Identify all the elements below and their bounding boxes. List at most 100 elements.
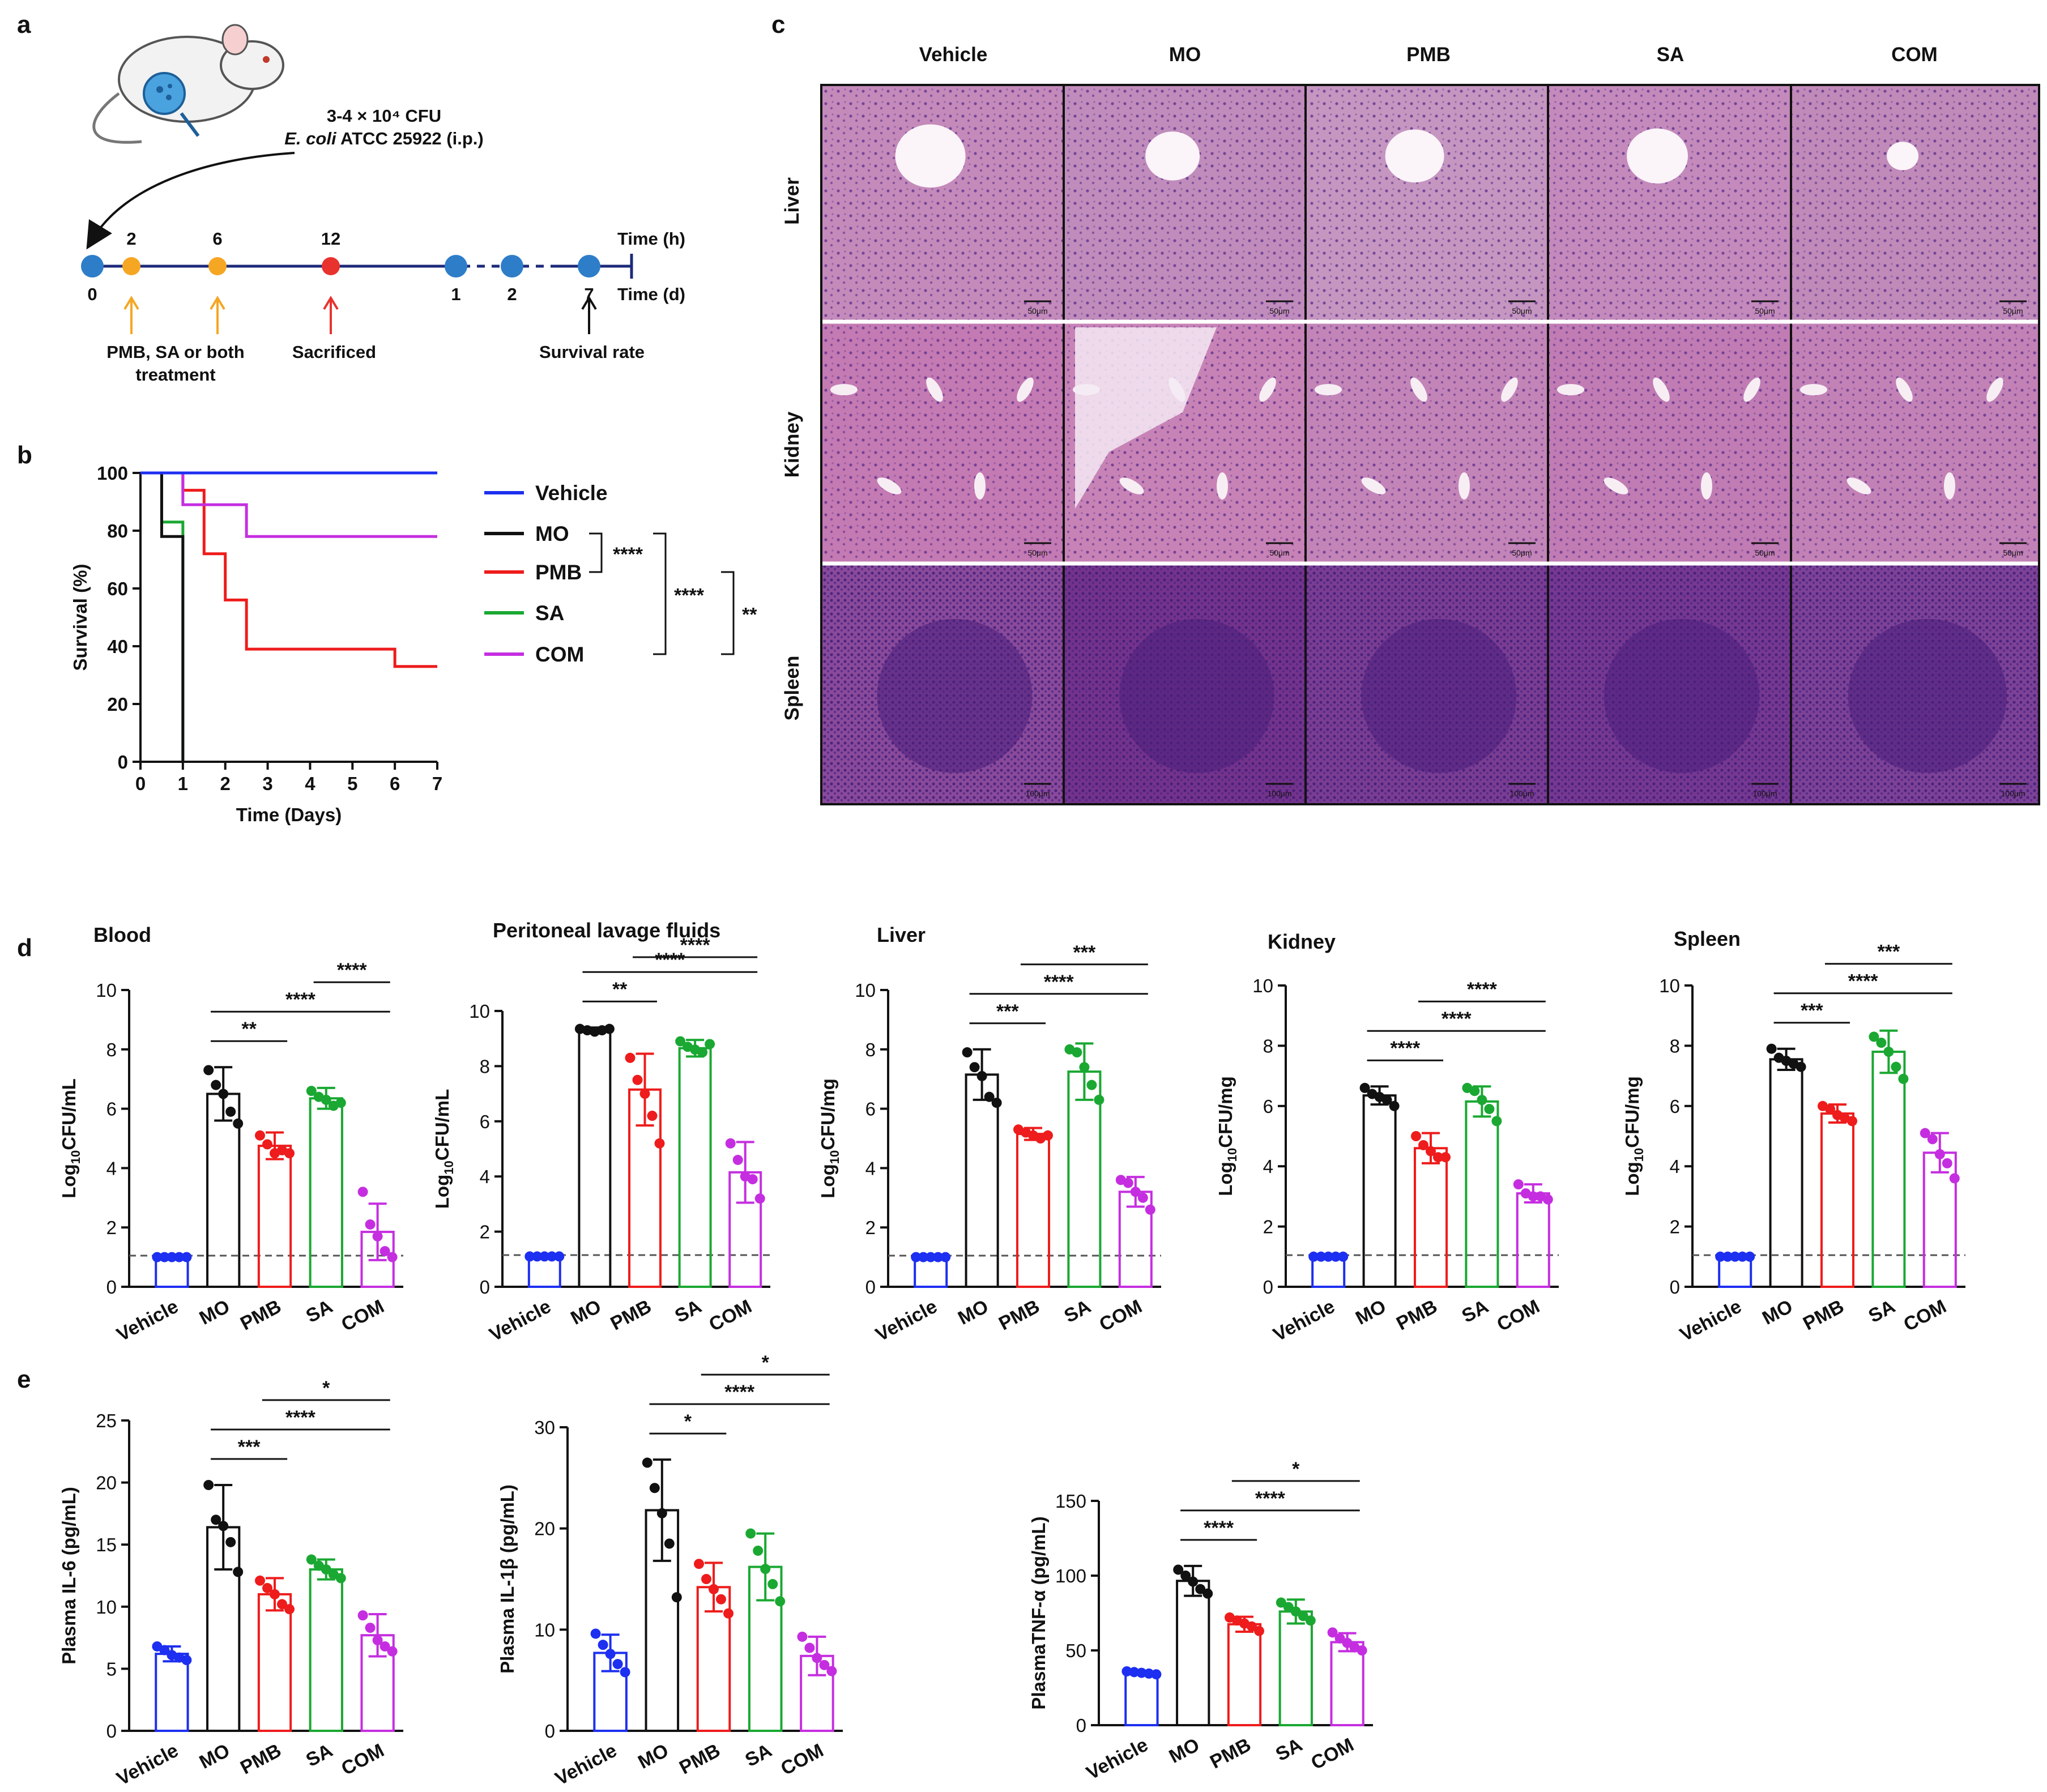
histology-tiles: 50μm 50μm 50μm 50μm 50μm 50μm 50μm 50μm 50μm 50μm…	[820, 84, 2040, 805]
data-point-mo	[1195, 1584, 1206, 1594]
tubule-lumen	[1315, 384, 1342, 395]
data-point-mo	[225, 1537, 236, 1547]
panel-label-d: d	[17, 934, 32, 962]
sig-bracket-mo-pmb-label: ****	[613, 544, 643, 565]
data-point-mo	[649, 1483, 660, 1494]
data-point-pmb	[1825, 1104, 1835, 1115]
tubule-lumen	[1896, 377, 1913, 402]
data-point-vehicle	[1121, 1666, 1132, 1676]
data-point-com	[387, 1252, 398, 1262]
y-tick-label: 4	[106, 1158, 117, 1179]
scale-bar-label: 50μm	[1027, 306, 1047, 315]
x-tick-label-pmb: PMB	[237, 1740, 285, 1779]
y-tick-label: 10	[96, 980, 117, 1001]
legend-label-vehicle: Vehicle	[535, 481, 608, 505]
data-point-mo	[1381, 1095, 1392, 1106]
significance-label: ****	[1204, 1517, 1234, 1539]
data-point-sa	[675, 1036, 686, 1047]
data-point-com	[819, 1659, 830, 1670]
x-tick-label-vehicle: Vehicle	[113, 1740, 182, 1790]
data-point-com	[1927, 1134, 1938, 1145]
data-point-mo	[218, 1521, 229, 1531]
scale-bar-label: 50μm	[1269, 548, 1289, 557]
tubule-lumen	[1361, 477, 1386, 494]
infection-species: E. coli	[284, 129, 337, 148]
legend-label-sa: SA	[535, 601, 564, 625]
tissue-texture	[1306, 322, 1548, 564]
white-pulp	[1604, 618, 1760, 773]
survival-y-tick-label: 40	[107, 636, 128, 657]
tubule-lumen	[1017, 377, 1034, 402]
data-point-pmb	[1440, 1152, 1451, 1163]
bar-com	[1330, 1641, 1364, 1726]
data-point-com	[1949, 1173, 1960, 1184]
tubule-lumen	[1119, 477, 1144, 494]
x-tick-label-vehicle: Vehicle	[113, 1296, 182, 1346]
x-tick-label-mo: MO	[634, 1740, 672, 1773]
x-tick-label-sa: SA	[302, 1740, 336, 1772]
scale-bar-label: 100μm	[1025, 789, 1050, 798]
data-point-sa	[705, 1039, 715, 1049]
significance-label: ***	[238, 1436, 261, 1458]
y-axis-label: Plasma IL-1β (pg/mL)	[497, 1484, 518, 1674]
row-label-liver: Liver	[781, 177, 803, 225]
data-point-pmb	[262, 1582, 272, 1593]
significance-label: ***	[1878, 941, 1900, 963]
y-label-subscript: 10	[828, 1150, 842, 1164]
data-point-sa	[775, 1596, 786, 1607]
y-tick-label: 6	[865, 1099, 876, 1120]
data-point-vehicle	[1151, 1669, 1162, 1680]
data-point-vehicle	[539, 1251, 550, 1262]
x-tick-label-mo: MO	[1166, 1734, 1203, 1768]
data-point-vehicle	[1730, 1251, 1741, 1262]
y-tick-label: 8	[1263, 1035, 1273, 1056]
x-tick-label-com: COM	[1900, 1296, 1950, 1336]
data-point-sa	[745, 1528, 756, 1539]
significance-label: *	[762, 1352, 770, 1373]
tubule-lumen	[1459, 472, 1470, 500]
data-point-pmb	[701, 1574, 711, 1584]
significance-label: ****	[1044, 971, 1074, 993]
data-point-com	[365, 1623, 376, 1633]
survival-rate-label: Survival rate	[539, 342, 645, 362]
data-point-mo	[656, 1508, 667, 1518]
data-point-pmb	[284, 1148, 295, 1159]
tissue-damage-region	[1075, 327, 1217, 509]
timeline-day-0	[81, 255, 104, 278]
white-pulp	[1848, 618, 2007, 773]
data-point-sa	[1891, 1061, 1901, 1072]
significance-label: ***	[996, 1001, 1019, 1022]
data-point-com	[725, 1138, 736, 1149]
bar-vehicle	[1124, 1671, 1159, 1727]
data-point-vehicle	[524, 1251, 535, 1262]
bar-pmb	[257, 1145, 292, 1288]
x-tick-label-pmb: PMB	[607, 1296, 655, 1335]
chart-title: Spleen	[1674, 927, 1741, 950]
survival-x-tick-label: 3	[262, 773, 272, 794]
data-point-mo	[642, 1457, 653, 1468]
x-tick-label-vehicle: Vehicle	[486, 1296, 555, 1346]
y-label-part: CFU/mg	[817, 1078, 838, 1150]
bar-pmb	[1820, 1112, 1855, 1288]
data-point-vehicle	[152, 1252, 163, 1262]
data-point-sa	[321, 1094, 331, 1105]
survival-x-tick-label: 5	[347, 773, 357, 794]
data-point-pmb	[1433, 1152, 1443, 1163]
y-tick-label: 150	[1055, 1491, 1086, 1512]
x-tick-label-pmb: PMB	[995, 1296, 1043, 1335]
tissue-texture	[821, 322, 1064, 564]
significance-label: ****	[724, 1381, 755, 1403]
data-point-sa	[306, 1554, 317, 1565]
white-pulp	[1119, 618, 1274, 773]
data-point-mo	[604, 1023, 615, 1034]
survival-chart: 0 20 40 60 80 100 0 1 2 3 4 5 6 7 Time (Days) Survival …	[70, 463, 757, 825]
data-point-pmb	[255, 1130, 265, 1141]
data-point-com	[372, 1635, 383, 1645]
data-point-pmb	[1043, 1130, 1053, 1141]
tissue-texture	[1791, 322, 2039, 564]
x-tick-label-sa: SA	[741, 1740, 775, 1772]
y-tick-label: 8	[480, 1056, 490, 1077]
y-tick-label: 10	[469, 1001, 490, 1022]
